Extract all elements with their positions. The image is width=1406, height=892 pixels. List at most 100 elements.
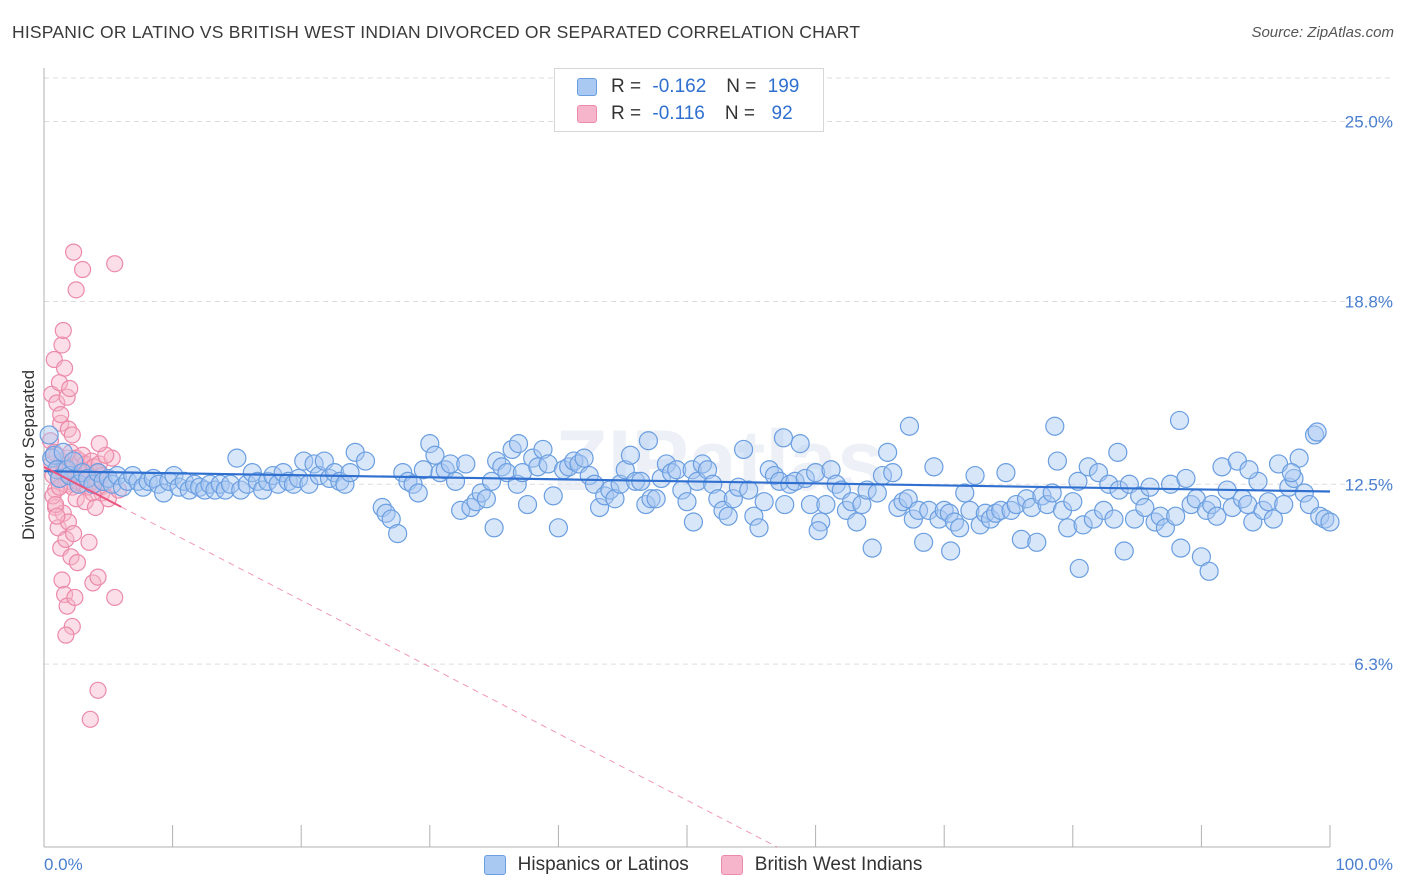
data-point-hispanics-or-latinos <box>107 465 127 486</box>
legend-r-value: -0.162 <box>652 76 707 97</box>
data-point-hispanics-or-latinos <box>808 521 828 541</box>
data-point-hispanics-or-latinos <box>1108 442 1128 462</box>
trend-line-british-west-indians <box>43 465 122 508</box>
data-point-hispanics-or-latinos <box>461 497 481 518</box>
data-point-hispanics-or-latinos <box>677 492 697 512</box>
data-point-hispanics-or-latinos <box>1063 492 1083 512</box>
data-point-hispanics-or-latinos <box>456 454 476 474</box>
data-point-hispanics-or-latinos <box>800 494 821 515</box>
data-point-british-west-indians <box>54 321 72 340</box>
data-point-hispanics-or-latinos <box>227 448 247 468</box>
data-point-hispanics-or-latinos <box>1171 538 1191 558</box>
data-point-hispanics-or-latinos <box>636 494 656 515</box>
data-point-hispanics-or-latinos <box>220 474 241 494</box>
data-point-hispanics-or-latinos <box>975 503 995 523</box>
legend-row-hispanics: R = -0.162 N = 199 <box>577 75 799 99</box>
data-point-british-west-indians <box>106 588 124 607</box>
axes <box>43 68 1331 848</box>
data-point-british-west-indians <box>53 571 71 589</box>
y-tick-label: 25.0% <box>1345 113 1393 132</box>
data-point-hispanics-or-latinos <box>1258 492 1278 512</box>
x-tick-label: 100.0% <box>1335 855 1393 874</box>
data-point-hispanics-or-latinos <box>944 512 965 532</box>
data-point-british-west-indians <box>64 524 83 543</box>
data-point-hispanics-or-latinos <box>749 518 769 538</box>
legend-n-label: N = <box>724 103 755 124</box>
legend-r-value: -0.116 <box>652 103 705 124</box>
data-point-british-west-indians <box>57 626 75 644</box>
data-point-hispanics-or-latinos <box>484 518 504 538</box>
data-point-hispanics-or-latinos <box>965 465 985 486</box>
data-point-hispanics-or-latinos <box>620 445 641 465</box>
data-point-hispanics-or-latinos <box>1011 529 1031 550</box>
data-point-hispanics-or-latinos <box>638 431 659 451</box>
data-point-hispanics-or-latinos <box>646 489 666 509</box>
data-point-hispanics-or-latinos <box>1006 494 1026 515</box>
data-point-hispanics-or-latinos <box>821 460 841 480</box>
data-point-hispanics-or-latinos <box>744 506 764 526</box>
data-point-hispanics-or-latinos <box>1202 494 1222 515</box>
legend-swatch-pink <box>577 105 597 123</box>
data-point-british-west-indians <box>64 243 83 261</box>
data-point-hispanics-or-latinos <box>1281 463 1302 483</box>
data-point-hispanics-or-latinos <box>1073 515 1093 535</box>
data-point-hispanics-or-latinos <box>924 457 944 477</box>
trend-lines <box>43 465 1331 848</box>
data-point-hispanics-or-latinos <box>425 445 445 465</box>
data-point-hispanics-or-latinos <box>682 460 702 480</box>
x-tick-label: 0.0% <box>44 855 83 874</box>
data-point-hispanics-or-latinos <box>388 523 408 544</box>
bottom-legend-hispanics: Hispanics or Latinos <box>483 854 689 876</box>
data-point-hispanics-or-latinos <box>589 497 610 518</box>
data-point-hispanics-or-latinos <box>184 474 205 494</box>
bottom-legend-label: Hispanics or Latinos <box>517 854 689 875</box>
data-point-hispanics-or-latinos <box>692 454 713 474</box>
y-axis-label: Divorced or Separated <box>19 370 38 540</box>
data-point-hispanics-or-latinos <box>1166 506 1186 526</box>
data-point-hispanics-or-latinos <box>476 489 496 509</box>
data-point-hispanics-or-latinos <box>883 463 903 483</box>
data-point-hispanics-or-latinos <box>878 442 898 462</box>
data-point-hispanics-or-latinos <box>1135 497 1155 518</box>
data-point-hispanics-or-latinos <box>683 512 704 532</box>
data-point-british-west-indians <box>62 548 80 566</box>
data-point-hispanics-or-latinos <box>718 506 738 526</box>
data-point-hispanics-or-latinos <box>39 425 59 445</box>
data-point-british-west-indians <box>67 281 85 299</box>
data-point-hispanics-or-latinos <box>986 503 1006 523</box>
data-point-british-west-indians <box>48 507 66 525</box>
data-point-british-west-indians <box>53 336 71 354</box>
data-point-hispanics-or-latinos <box>1150 506 1170 526</box>
data-point-hispanics-or-latinos <box>914 532 934 552</box>
data-point-hispanics-or-latinos <box>1315 509 1335 529</box>
legend-r-label: R = <box>611 76 642 97</box>
data-point-hispanics-or-latinos <box>764 465 785 486</box>
y-tick-label: 12.5% <box>1345 475 1393 494</box>
data-point-british-west-indians <box>55 359 74 377</box>
data-point-hispanics-or-latinos <box>775 494 795 515</box>
data-point-hispanics-or-latinos <box>641 489 661 509</box>
data-point-hispanics-or-latinos <box>703 474 723 494</box>
data-point-british-west-indians <box>52 406 70 424</box>
data-point-hispanics-or-latinos <box>440 454 460 474</box>
data-point-hispanics-or-latinos <box>1078 457 1098 477</box>
data-point-hispanics-or-latinos <box>816 494 836 515</box>
data-point-hispanics-or-latinos <box>210 474 230 494</box>
data-point-hispanics-or-latinos <box>908 500 929 520</box>
data-point-hispanics-or-latinos <box>481 471 502 491</box>
legend-n-label: N = <box>726 76 757 97</box>
data-point-hispanics-or-latinos <box>950 518 970 538</box>
legend-n-value: 92 <box>766 103 793 124</box>
y-tick-label: 18.8% <box>1345 292 1393 311</box>
data-point-hispanics-or-latinos <box>1042 483 1062 503</box>
data-point-british-west-indians <box>80 533 98 551</box>
source-label: Source: ZipAtlas.com <box>1251 24 1394 41</box>
data-point-hispanics-or-latinos <box>1068 471 1088 491</box>
data-point-hispanics-or-latinos <box>408 483 428 503</box>
bottom-legend-british-west-indians: British West Indians <box>720 854 922 876</box>
data-point-british-west-indians <box>73 260 92 279</box>
data-point-hispanics-or-latinos <box>790 434 810 454</box>
data-point-hispanics-or-latinos <box>960 500 980 520</box>
bottom-legend: Hispanics or Latinos British West Indian… <box>0 852 1406 878</box>
